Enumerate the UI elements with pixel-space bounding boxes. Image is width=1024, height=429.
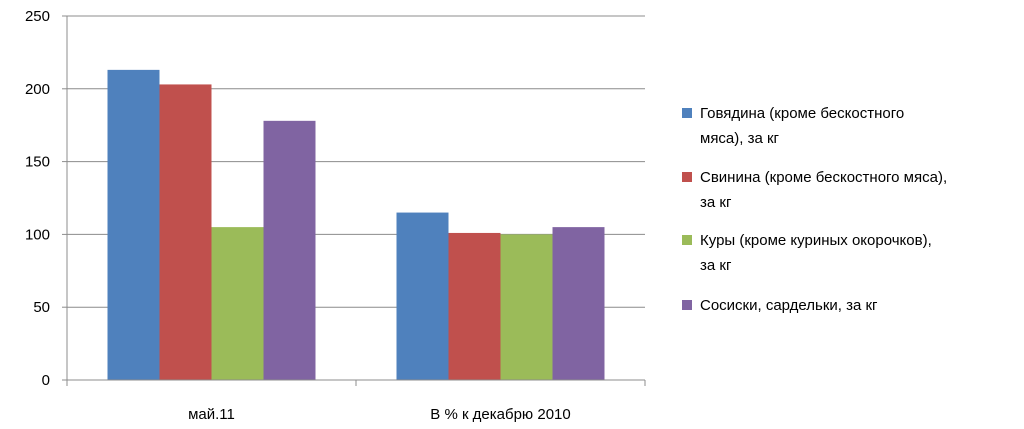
y-tick-label: 150 (25, 154, 50, 171)
bar (211, 227, 264, 380)
bar (159, 84, 212, 380)
x-axis-category-labels: май.11 В % к декабрю 2010 (188, 406, 571, 423)
legend-item: Куры (кроме куриных окорочков), за кг (682, 232, 932, 274)
legend-label-line: Свинина (кроме бескостного мяса), (700, 169, 947, 186)
bar (448, 232, 501, 380)
legend-label-line: Говядина (кроме бескостного (700, 105, 904, 122)
legend-item: Свинина (кроме бескостного мяса), за кг (682, 169, 947, 211)
x-category-label: май.11 (188, 406, 235, 423)
y-tick-label: 50 (33, 299, 50, 316)
legend-swatch (682, 235, 692, 245)
legend: Говядина (кроме бескостного мяса), за кг С… (682, 105, 947, 314)
y-axis-tick-labels: 0 50 100 150 200 250 (25, 8, 50, 389)
bar (552, 227, 605, 380)
y-tick-label: 100 (25, 226, 50, 243)
legend-label-line: за кг (700, 257, 732, 274)
bar (396, 212, 449, 380)
y-tick-label: 0 (42, 372, 50, 389)
legend-swatch (682, 300, 692, 310)
legend-label-line: за кг (700, 194, 732, 211)
legend-label: Сосиски, сардельки, за кг (700, 297, 878, 314)
y-tick-label: 200 (25, 81, 50, 98)
legend-swatch (682, 172, 692, 182)
bar (107, 69, 160, 380)
legend-item: Говядина (кроме бескостного мяса), за кг (682, 105, 904, 147)
legend-label-line: Куры (кроме куриных окорочков), (700, 232, 932, 249)
bars (107, 69, 605, 380)
axes (62, 15, 646, 386)
legend-label: Говядина (кроме бескостного мяса), за кг (700, 105, 904, 147)
y-tick-label: 250 (25, 8, 50, 25)
legend-label-line: мяса), за кг (700, 130, 780, 147)
legend-label: Куры (кроме куриных окорочков), за кг (700, 232, 932, 274)
legend-swatch (682, 108, 692, 118)
bar (500, 234, 553, 380)
legend-item: Сосиски, сардельки, за кг (682, 297, 878, 314)
x-category-label: В % к декабрю 2010 (430, 406, 570, 423)
legend-label: Свинина (кроме бескостного мяса), за кг (700, 169, 947, 211)
legend-label-line: Сосиски, сардельки, за кг (700, 297, 878, 314)
bar (263, 120, 316, 380)
